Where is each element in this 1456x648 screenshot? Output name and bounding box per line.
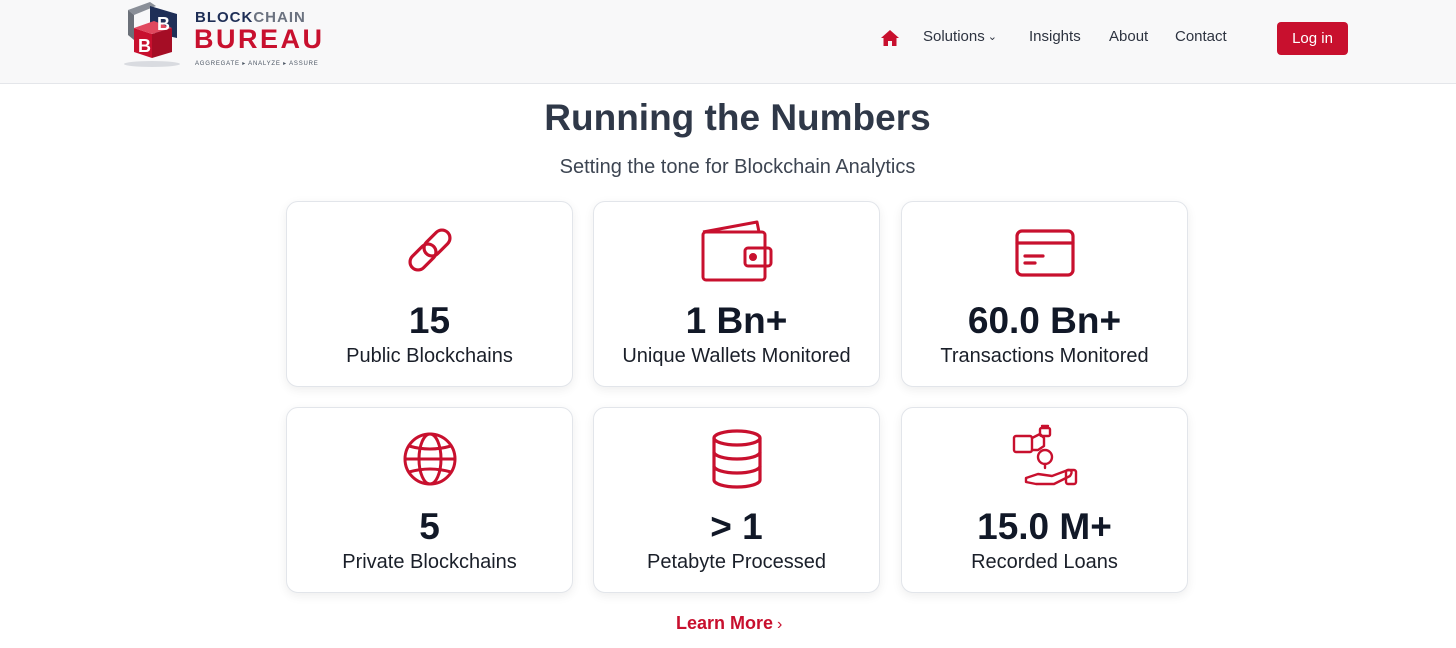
stat-value: > 1 bbox=[710, 506, 763, 547]
page-title: Running the Numbers bbox=[544, 97, 931, 138]
nav-contact[interactable]: Contact bbox=[1175, 28, 1227, 45]
stat-value: 15.0 M+ bbox=[977, 506, 1112, 547]
stat-value: 60.0 Bn+ bbox=[967, 300, 1122, 341]
stat-value: 1 Bn+ bbox=[685, 300, 788, 341]
top-navbar: B B BLOCKCHAIN BUREAU AGGREGATE ▸ ANALYZ… bbox=[0, 0, 1456, 84]
nav-solutions[interactable]: Solutions ⌄ bbox=[923, 28, 997, 45]
stat-value: 5 bbox=[419, 506, 440, 547]
link-icon bbox=[287, 218, 572, 288]
nav-insights[interactable]: Insights bbox=[1029, 28, 1081, 45]
nav-solutions-label: Solutions bbox=[923, 28, 985, 45]
brand-logo[interactable]: B B BLOCKCHAIN BUREAU AGGREGATE ▸ ANALYZ… bbox=[122, 0, 342, 72]
logo-cube-icon: B B bbox=[122, 0, 184, 68]
database-icon bbox=[594, 424, 879, 494]
chevron-down-icon: ⌄ bbox=[987, 31, 997, 43]
stat-label: Transactions Monitored bbox=[940, 345, 1149, 367]
login-button[interactable]: Log in bbox=[1277, 22, 1348, 55]
nav-about[interactable]: About bbox=[1109, 28, 1149, 45]
stat-card-transactions: 60.0 Bn+ Transactions Monitored bbox=[901, 201, 1188, 387]
learn-more-link[interactable]: Learn More › bbox=[676, 613, 782, 634]
main-nav: Solutions ⌄ Insights About Contact Log in bbox=[0, 0, 1456, 76]
credit-card-icon bbox=[902, 218, 1187, 288]
stat-card-private-blockchains: 5 Private Blockchains bbox=[286, 407, 573, 593]
stat-value: 15 bbox=[408, 300, 451, 341]
chevron-right-icon: › bbox=[777, 616, 783, 633]
loan-hand-icon bbox=[902, 424, 1187, 494]
stat-card-recorded-loans: 15.0 M+ Recorded Loans bbox=[901, 407, 1188, 593]
logo-wordmark-top: BLOCKCHAIN bbox=[195, 9, 306, 26]
stat-label: Recorded Loans bbox=[971, 551, 1118, 573]
globe-icon bbox=[287, 424, 572, 494]
logo-tagline: AGGREGATE ▸ ANALYZE ▸ ASSURE bbox=[195, 61, 319, 67]
stat-card-petabyte: > 1 Petabyte Processed bbox=[593, 407, 880, 593]
stat-card-unique-wallets: 1 Bn+ Unique Wallets Monitored bbox=[593, 201, 880, 387]
svg-text:B: B bbox=[138, 36, 151, 56]
home-icon[interactable] bbox=[880, 29, 902, 49]
stat-label: Petabyte Processed bbox=[647, 551, 826, 573]
learn-more-label: Learn More bbox=[676, 613, 774, 633]
stat-label: Public Blockchains bbox=[346, 345, 513, 367]
page-subtitle: Setting the tone for Blockchain Analytic… bbox=[559, 156, 916, 178]
wallet-icon bbox=[594, 218, 879, 288]
logo-wordmark-bottom: BUREAU bbox=[194, 24, 325, 54]
svg-text:B: B bbox=[157, 14, 170, 34]
stat-card-public-blockchains: 15 Public Blockchains bbox=[286, 201, 573, 387]
stat-label: Private Blockchains bbox=[342, 551, 517, 573]
stat-label: Unique Wallets Monitored bbox=[622, 345, 851, 367]
